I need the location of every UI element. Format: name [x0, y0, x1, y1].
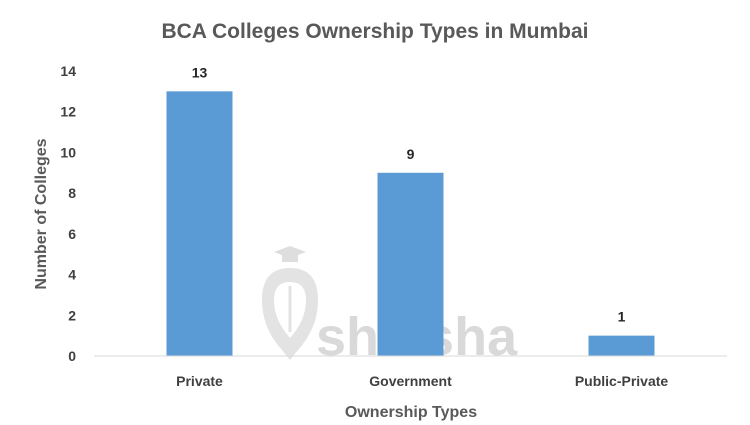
bar-value-label: 9: [407, 146, 415, 162]
y-tick-label: 4: [68, 267, 76, 283]
x-category-label: Private: [176, 373, 223, 389]
bar: [588, 335, 655, 356]
bars: [166, 91, 655, 356]
y-tick-label: 6: [68, 226, 76, 242]
bar-value-label: 1: [618, 309, 626, 325]
shiksha-watermark: shiksha: [262, 246, 518, 367]
bar: [166, 91, 233, 356]
x-axis-title: Ownership Types: [345, 404, 477, 421]
graduation-cap-pen-icon: [262, 246, 318, 360]
y-tick-label: 8: [68, 185, 76, 201]
data-labels: 13 9 1: [192, 64, 626, 324]
x-category-label: Public-Private: [575, 373, 669, 389]
x-category-label: Government: [369, 373, 452, 389]
bar: [377, 172, 444, 356]
y-tick-label: 0: [68, 348, 76, 364]
x-axis-categories: Private Government Public-Private: [176, 373, 668, 389]
y-tick-label: 12: [60, 104, 76, 120]
y-tick-label: 2: [68, 307, 76, 323]
chart-title: BCA Colleges Ownership Types in Mumbai: [161, 20, 588, 43]
y-tick-label: 14: [60, 63, 76, 79]
y-axis-title: Number of Colleges: [33, 138, 50, 289]
bar-value-label: 13: [192, 64, 208, 80]
y-tick-label: 10: [60, 144, 76, 160]
y-axis-ticks: 0 2 4 6 8 10 12 14: [60, 63, 76, 364]
